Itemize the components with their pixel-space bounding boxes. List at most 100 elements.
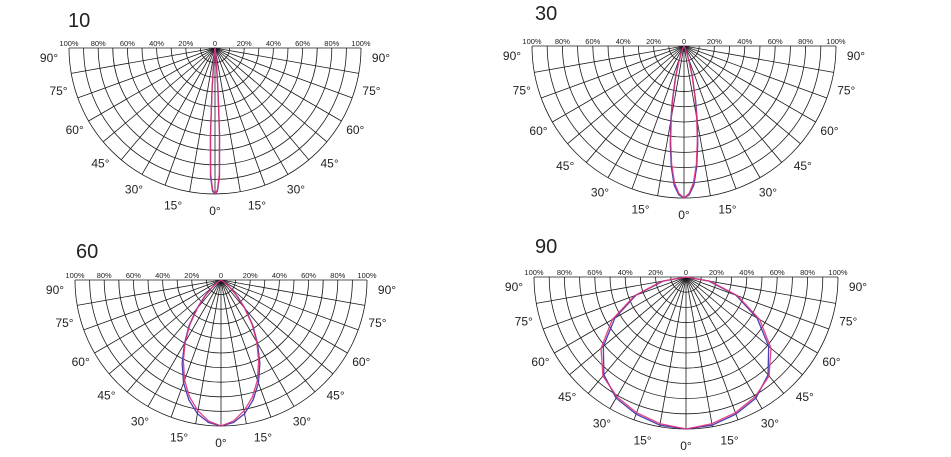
grid-spoke	[683, 45, 827, 99]
radial-tick-label: 40%	[149, 39, 164, 48]
radial-tick-label: 80%	[324, 39, 339, 48]
radial-tick-label: 40%	[618, 268, 633, 277]
grid-spoke	[633, 276, 687, 420]
grid-spoke	[683, 45, 783, 163]
chart-title: 90	[535, 236, 557, 258]
angle-label: 30°	[293, 414, 311, 428]
grid-spoke	[120, 47, 216, 161]
angle-label: 90°	[372, 51, 390, 65]
angle-label: 0°	[678, 208, 690, 222]
grid-spoke	[71, 47, 216, 74]
angle-label: 15°	[633, 433, 651, 447]
angle-label: 30°	[287, 182, 305, 196]
grid-spoke	[609, 276, 687, 409]
polar-grid-spokes	[536, 276, 836, 429]
grid-spoke	[631, 45, 685, 189]
grid-spoke	[94, 279, 222, 354]
grid-spoke	[569, 276, 687, 376]
grid-spoke	[587, 276, 687, 394]
grid-spoke	[685, 276, 829, 330]
angle-label: 30°	[591, 185, 609, 199]
grid-spoke	[552, 45, 685, 123]
grid-spoke	[683, 45, 834, 73]
radial-tick-label: 100%	[826, 37, 846, 46]
angle-label: 30°	[593, 416, 611, 430]
grid-spoke	[214, 47, 289, 175]
grid-spoke	[220, 279, 247, 424]
grid-spoke	[77, 47, 216, 99]
grid-spoke	[685, 276, 713, 427]
radial-tick-label: 40%	[266, 39, 281, 48]
angle-label: 75°	[513, 83, 531, 97]
radial-tick-label: 80%	[97, 271, 112, 280]
grid-spoke	[214, 47, 328, 143]
series-curve-2	[182, 279, 260, 427]
angle-label: 15°	[170, 430, 188, 444]
grid-spoke	[685, 276, 785, 394]
polar-grid-spokes	[77, 279, 365, 426]
radial-tick-label: 20%	[237, 39, 252, 48]
series-curve-2	[600, 276, 772, 430]
grid-spoke	[220, 279, 272, 418]
radial-tick-label: 20%	[184, 271, 199, 280]
angle-label: 75°	[49, 84, 67, 98]
grid-spoke	[567, 45, 685, 145]
angle-label: 0°	[680, 439, 692, 453]
series-curve-2	[670, 45, 698, 199]
angle-label: 90°	[849, 280, 867, 294]
angle-label: 45°	[320, 157, 338, 171]
angle-label: 60°	[529, 124, 547, 138]
grid-spoke	[102, 47, 216, 143]
radial-tick-label: 40%	[737, 37, 752, 46]
angle-label: 15°	[248, 198, 266, 212]
angle-label: 45°	[326, 389, 344, 403]
angle-label: 45°	[91, 157, 109, 171]
polar-grid-rings	[74, 279, 368, 427]
angle-label: 30°	[761, 416, 779, 430]
radial-tick-label: 100%	[351, 39, 371, 48]
polar-grid-spokes	[534, 45, 834, 198]
radial-tick-label: 60%	[585, 37, 600, 46]
radial-tick-label: 60%	[295, 39, 310, 48]
angle-label: 30°	[131, 414, 149, 428]
angle-label: 15°	[631, 202, 649, 216]
radial-tick-label: 40%	[616, 37, 631, 46]
radial-tick-label: 100%	[59, 39, 79, 48]
radial-tick-label: 20%	[178, 39, 193, 48]
grid-spoke	[214, 47, 241, 192]
grid-spoke	[141, 47, 216, 175]
chart-title: 60	[76, 241, 98, 263]
grid-spoke	[554, 276, 687, 354]
grid-spoke	[220, 279, 334, 375]
radial-tick-label: 20%	[243, 271, 258, 280]
grid-spoke	[214, 47, 310, 161]
radial-tick-label: 80%	[91, 39, 106, 48]
angle-label: 75°	[55, 316, 73, 330]
radial-tick-label: 60%	[770, 268, 785, 277]
radial-tick-label: 0	[684, 268, 688, 277]
angle-label: 60°	[346, 123, 364, 137]
radial-tick-label: 100%	[522, 37, 542, 46]
radial-tick-label: 20%	[709, 268, 724, 277]
radial-tick-label: 0	[219, 271, 223, 280]
grid-spoke	[164, 47, 216, 186]
radial-tick-label: 60%	[126, 271, 141, 280]
chart-title: 30	[535, 3, 557, 25]
grid-spoke	[170, 279, 222, 418]
angle-label: 60°	[822, 355, 840, 369]
grid-spoke	[659, 276, 687, 427]
angle-label: 45°	[558, 390, 576, 404]
radial-tick-label: 60%	[301, 271, 316, 280]
polar-grid-spokes	[71, 47, 359, 194]
grid-spoke	[541, 45, 685, 99]
grid-spoke	[214, 47, 342, 122]
grid-spoke	[685, 276, 803, 376]
angle-label: 60°	[820, 124, 838, 138]
radial-tick-label: 60%	[120, 39, 135, 48]
grid-spoke	[683, 45, 761, 178]
grid-spoke	[685, 276, 818, 354]
radial-tick-label: 100%	[828, 268, 848, 277]
